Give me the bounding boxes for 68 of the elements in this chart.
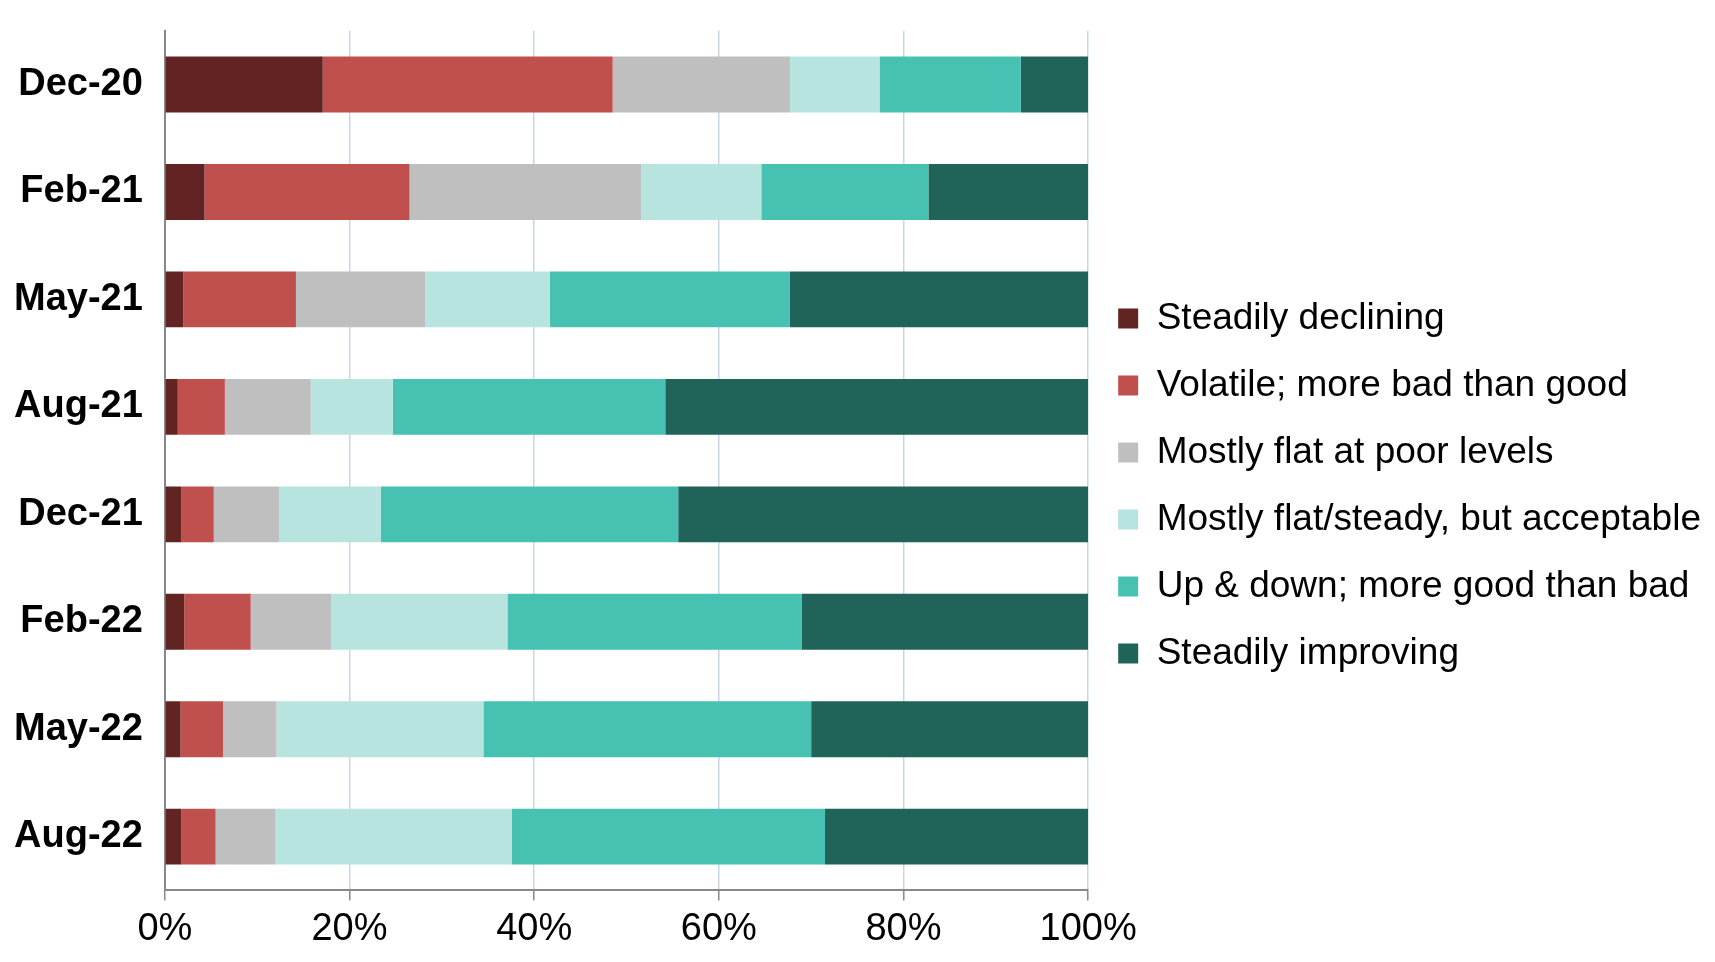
bar [1020, 56, 1089, 113]
bar [180, 701, 224, 758]
bar [276, 701, 484, 758]
bar [483, 701, 812, 758]
bar [223, 701, 277, 758]
bar [761, 164, 929, 220]
y-tick-label: Aug-22 [14, 813, 143, 856]
bar [215, 808, 276, 865]
y-tick-label: Feb-21 [20, 168, 143, 211]
legend-label: Steadily improving [1156, 630, 1459, 672]
x-tick-label: 60% [680, 905, 757, 948]
legend-label: Mostly flat at poor levels [1156, 429, 1554, 471]
bar [801, 593, 1089, 650]
bar [392, 378, 666, 435]
bar [250, 593, 332, 650]
x-tick-label: 100% [1039, 905, 1137, 948]
bar [165, 378, 178, 435]
bar [165, 56, 323, 113]
y-tick-label: May-22 [14, 705, 143, 748]
bar [879, 56, 1021, 113]
bar [181, 486, 214, 543]
bar [331, 593, 508, 650]
bar [641, 164, 762, 220]
bar [310, 378, 393, 435]
bar [380, 486, 679, 543]
x-tick-label: 40% [496, 905, 573, 948]
legend-label: Mostly flat/steady, but acceptable [1156, 496, 1702, 538]
y-tick-label: Dec-20 [18, 61, 143, 104]
bar [165, 271, 184, 328]
bar [507, 593, 802, 650]
bar [789, 56, 880, 113]
bar [165, 486, 182, 543]
bar [825, 808, 1089, 865]
bar [224, 378, 311, 435]
bar [183, 271, 296, 328]
bar [425, 271, 550, 328]
bar [184, 593, 251, 650]
x-tick-label: 80% [865, 905, 942, 948]
bar [811, 701, 1089, 758]
y-tick-label: Aug-21 [14, 383, 143, 426]
legend-label: Steadily declining [1156, 295, 1445, 337]
legend-label: Up & down; more good than bad [1156, 563, 1690, 605]
bar [275, 808, 513, 865]
bar [322, 56, 613, 113]
bar [213, 486, 280, 543]
y-tick-label: Dec-21 [18, 490, 143, 533]
bar [165, 701, 181, 758]
bar [409, 164, 642, 220]
y-tick-label: Feb-22 [20, 598, 143, 641]
bar [204, 164, 410, 220]
bar [177, 378, 225, 435]
x-tick-label: 0% [137, 905, 193, 948]
legend-label: Volatile; more bad than good [1156, 362, 1628, 404]
bar [165, 164, 205, 220]
bar [678, 486, 1089, 543]
bar [512, 808, 826, 865]
bar [549, 271, 790, 328]
bar [295, 271, 426, 328]
bar [181, 808, 216, 865]
bar [165, 808, 182, 865]
x-tick-label: 20% [311, 905, 388, 948]
bar [928, 164, 1089, 220]
bar [665, 378, 1089, 435]
bar [165, 593, 185, 650]
y-tick-label: May-21 [14, 275, 143, 318]
bar [612, 56, 790, 113]
bar [789, 271, 1089, 328]
bar [279, 486, 381, 543]
